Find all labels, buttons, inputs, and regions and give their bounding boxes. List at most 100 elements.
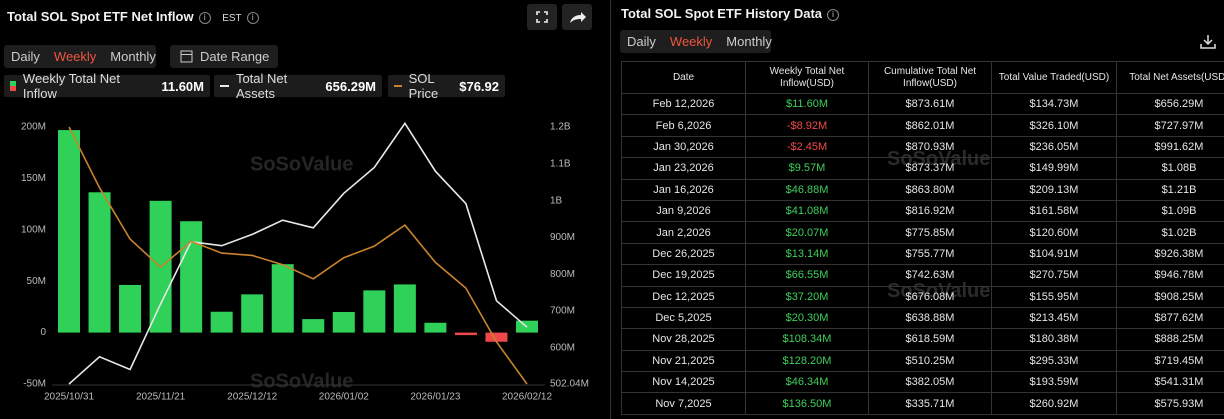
table-cell: $1.08B [1116, 157, 1224, 180]
bar [88, 192, 111, 333]
table-row: Feb 6,2026 -$8.92M $862.01M $326.10M $727.97… [621, 114, 1224, 137]
download-button[interactable] [1198, 32, 1218, 52]
table-cell: $260.92M [991, 392, 1117, 415]
table-row: Dec 26,2025 $13.14M $755.77M $104.91M $926.3… [621, 242, 1224, 266]
y-tick-label: 50M [27, 276, 46, 287]
bar [119, 284, 142, 333]
table-cell: Nov 14,2025 [621, 371, 746, 394]
table-cell: $66.55M [745, 264, 869, 287]
period-tabs: Daily Weekly Monthly [620, 30, 772, 53]
y-tick-label: 800M [550, 269, 575, 280]
tab[interactable]: Monthly [726, 34, 772, 49]
table-cell: $727.97M [1116, 114, 1224, 137]
share-button[interactable] [562, 4, 592, 30]
table-cell: $873.61M [868, 92, 992, 116]
legend-icon [10, 81, 16, 91]
table-row: Dec 12,2025 $37.20M $676.08M $155.95M $908.2… [621, 285, 1224, 308]
line-series [68, 121, 528, 385]
date-range-button[interactable]: Date Range [170, 45, 278, 68]
column-header: Cumulative Total Net Inflow(USD) [868, 61, 992, 94]
history-title: Total SOL Spot ETF History Data i [621, 6, 840, 21]
table-cell: $991.62M [1116, 135, 1224, 159]
bar [180, 221, 203, 333]
timezone[interactable]: EST [222, 13, 242, 24]
legend-item[interactable]: Total Net Assets 656.29M [214, 71, 382, 101]
table-cell: Jan 9,2026 [621, 199, 746, 223]
table-cell: $104.91M [991, 242, 1117, 266]
table-cell: $41.08M [745, 199, 869, 223]
table-cell: Jan 16,2026 [621, 178, 746, 201]
table-cell: $46.88M [745, 178, 869, 201]
table-cell: $877.62M [1116, 306, 1224, 330]
table-cell: $213.45M [991, 306, 1117, 330]
tab[interactable]: Daily [11, 49, 40, 64]
legend-label: Weekly Total Net Inflow [22, 71, 120, 101]
tab[interactable]: Daily [627, 34, 656, 49]
table-cell: $888.25M [1116, 328, 1224, 351]
table-cell: $20.07M [745, 221, 869, 244]
info-icon[interactable]: i [198, 12, 211, 24]
y-tick-label: -50M [23, 379, 46, 390]
table-cell: $676.08M [868, 285, 992, 308]
table-cell: $326.10M [991, 114, 1117, 137]
table-cell: Nov 28,2025 [621, 328, 746, 351]
header-row: Date Weekly Total Net Inflow(USD) Cumulati… [621, 61, 1224, 94]
y-tick-label: 150M [21, 173, 46, 184]
y-tick-label: 0 [40, 327, 46, 338]
table-cell: $742.63M [868, 264, 992, 287]
y-tick-label: 900M [550, 232, 575, 243]
table-cell: Nov 21,2025 [621, 349, 746, 373]
tab[interactable]: Monthly [110, 49, 156, 64]
info-icon[interactable]: i [827, 9, 840, 21]
fullscreen-button[interactable] [527, 4, 557, 30]
table-cell: $128.20M [745, 349, 869, 373]
y-tick-label: 1.1B [550, 158, 571, 169]
fullscreen-icon [536, 11, 548, 23]
table-cell: $638.88M [868, 306, 992, 330]
legend-value: $76.92 [459, 78, 499, 94]
table-cell: Jan 23,2026 [621, 157, 746, 180]
period-tabs: Daily Weekly Monthly [4, 45, 156, 68]
table-row: Jan 9,2026 $41.08M $816.92M $161.58M $1.09B [621, 199, 1224, 223]
y-tick-label: 600M [550, 343, 575, 354]
info-icon[interactable]: i [246, 12, 259, 24]
table-cell: $13.14M [745, 242, 869, 266]
bar [58, 130, 80, 333]
watermark: SoSoValue [250, 153, 353, 175]
y-tick-label: 200M [21, 122, 46, 133]
table-cell: $510.25M [868, 349, 992, 373]
table-cell: Nov 7,2025 [621, 392, 746, 415]
table-cell: $816.92M [868, 199, 992, 223]
table-row: Nov 28,2025 $108.34M $618.59M $180.38M $888.… [621, 328, 1224, 351]
table-cell: $108.34M [745, 328, 869, 351]
bar [332, 311, 355, 333]
table-cell: $926.38M [1116, 242, 1224, 266]
table-cell: $20.30M [745, 306, 869, 330]
legend-item[interactable]: Weekly Total Net Inflow 11.60M [4, 71, 210, 101]
y-tick-label: 502.04M [550, 379, 589, 390]
date-range-label: Date Range [200, 49, 270, 64]
table-cell: $873.37M [868, 157, 992, 180]
table-cell: $9.57M [745, 157, 869, 180]
legend-item[interactable]: SOL Price $76.92 [388, 71, 505, 101]
x-tick-label: 2025/12/12 [227, 392, 277, 403]
tab[interactable]: Weekly [669, 34, 713, 49]
table-cell: $575.93M [1116, 392, 1224, 415]
table-cell: $863.80M [868, 178, 992, 201]
legend-value: 11.60M [161, 78, 204, 94]
table-cell: $120.60M [991, 221, 1117, 244]
table-cell: $656.29M [1116, 92, 1224, 116]
table-cell: $155.95M [991, 285, 1117, 308]
table-cell: $335.71M [868, 392, 992, 415]
table-cell: $719.45M [1116, 349, 1224, 373]
column-header: Total Value Traded(USD) [991, 61, 1117, 94]
bar [393, 284, 416, 333]
legend-value: 656.29M [325, 78, 376, 94]
tab[interactable]: Weekly [53, 49, 97, 64]
table-row: Jan 23,2026 $9.57M $873.37M $149.99M $1.08B [621, 157, 1224, 180]
bar [454, 332, 477, 336]
table-cell: Dec 12,2025 [621, 285, 746, 308]
table-cell: $1.09B [1116, 199, 1224, 223]
table-row: Dec 19,2025 $66.55M $742.63M $270.75M $946.7… [621, 264, 1224, 287]
